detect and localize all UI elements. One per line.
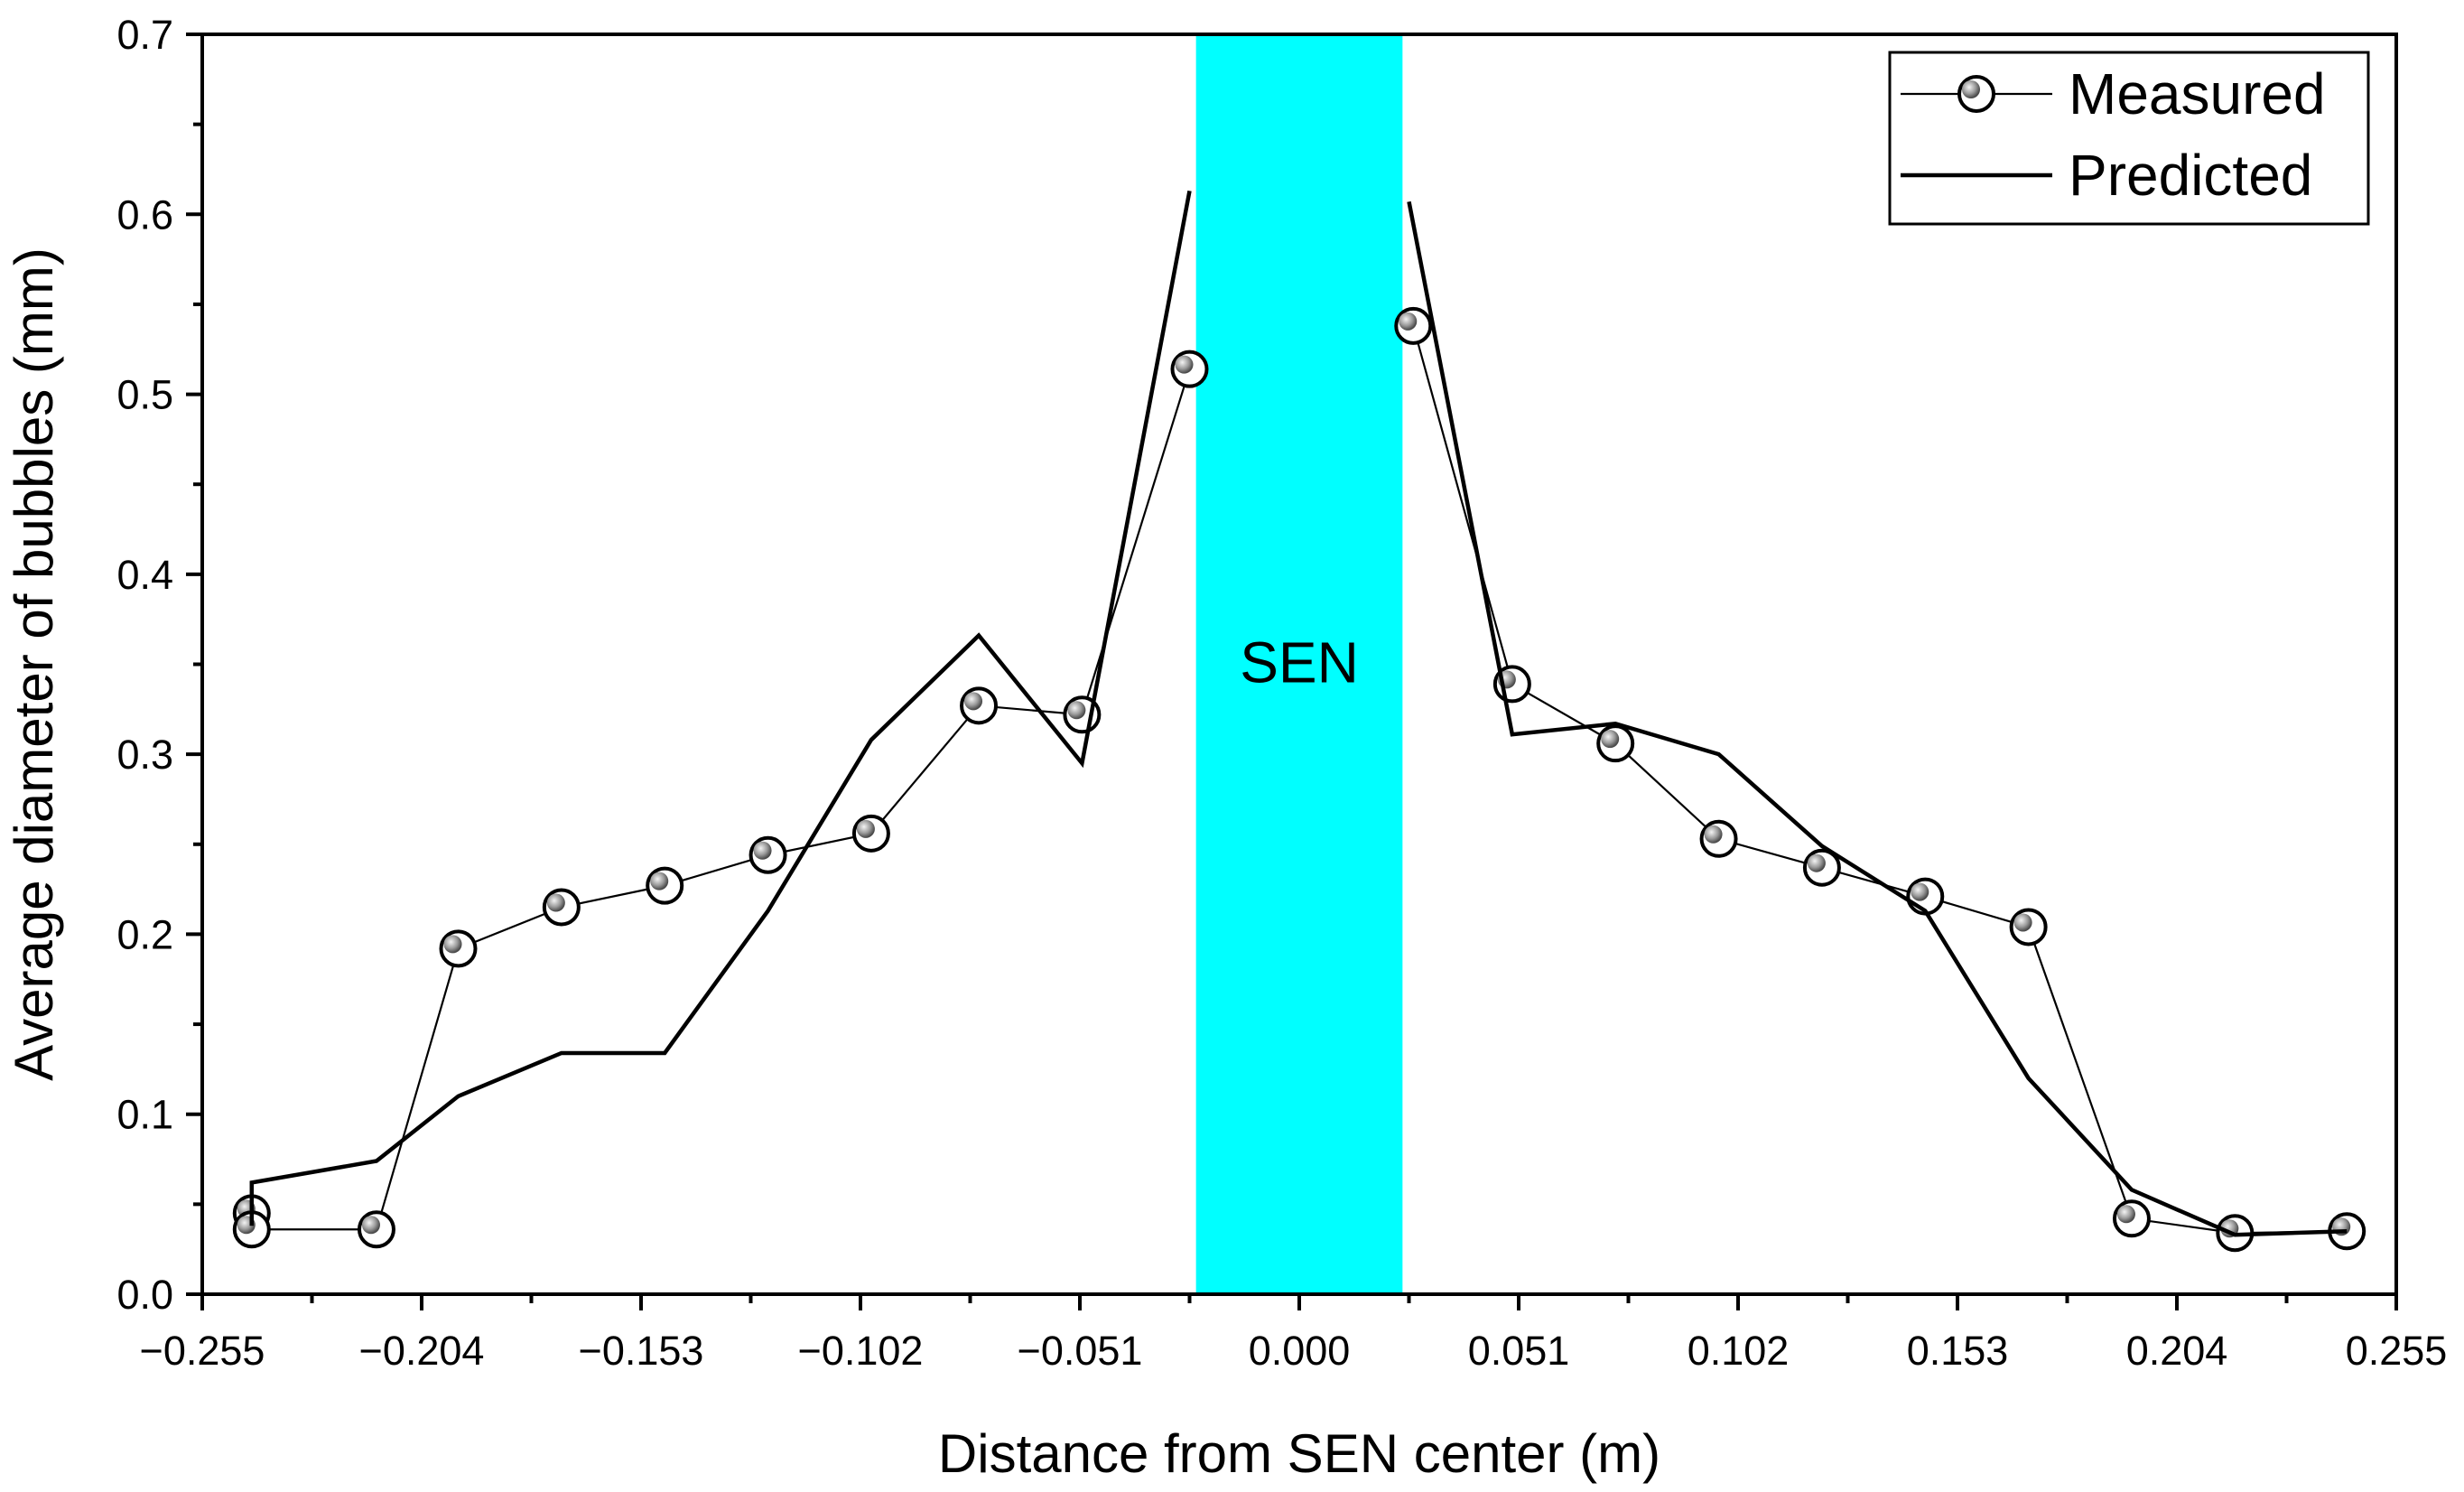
y-tick-label: 0.1 <box>116 1092 173 1138</box>
data-point <box>542 888 581 927</box>
marker-ball <box>650 872 669 891</box>
y-tick-label: 0.7 <box>116 12 173 58</box>
y-tick-label: 0.0 <box>116 1272 173 1318</box>
marker-ball <box>443 935 462 954</box>
marker-ball <box>1175 355 1194 374</box>
marker-ball <box>1962 80 1980 98</box>
sen-region-label: SEN <box>1240 629 1359 695</box>
marker-ball <box>1399 312 1418 331</box>
series-line <box>1412 325 2348 1235</box>
data-point <box>960 686 999 725</box>
data-point <box>646 866 684 905</box>
y-axis-title: Average diameter of bubbles (mm) <box>4 247 64 1081</box>
marker-ball <box>1704 825 1723 844</box>
x-tick-label: −0.153 <box>579 1328 704 1374</box>
y-tick-label: 0.6 <box>116 191 173 238</box>
x-tick-label: −0.102 <box>798 1328 924 1374</box>
x-tick-label: 0.204 <box>2126 1328 2228 1374</box>
legend: Measured Predicted <box>1888 51 2370 226</box>
legend-entry-predicted: Predicted <box>1901 143 2312 208</box>
data-point <box>357 1210 395 1249</box>
marker-ball <box>856 819 875 838</box>
data-point <box>2112 1199 2151 1238</box>
series-line <box>1407 200 2348 1237</box>
marker-ball <box>1067 701 1086 720</box>
data-point <box>1699 819 1738 858</box>
series-layer <box>232 190 2366 1253</box>
marker-ball <box>1601 730 1620 749</box>
data-point <box>1802 848 1841 887</box>
marker-ball <box>546 893 565 912</box>
x-tick-label: 0.000 <box>1249 1328 1351 1374</box>
y-tick-label: 0.5 <box>116 372 173 418</box>
shaded-region-layer: SEN <box>1195 34 1403 1294</box>
marker-ball <box>361 1216 380 1235</box>
data-point <box>1170 350 1209 388</box>
marker-ball <box>2116 1205 2135 1224</box>
x-tick-label: 0.102 <box>1688 1328 1790 1374</box>
data-point <box>1596 724 1635 763</box>
marker-ball <box>964 692 983 711</box>
marker-ball <box>1807 853 1826 872</box>
x-tick-label: −0.051 <box>1018 1328 1143 1374</box>
series-predicted <box>249 190 2348 1237</box>
marker-ball <box>753 841 772 860</box>
x-tick-label: 0.051 <box>1468 1328 1570 1374</box>
series-line <box>249 190 1192 1226</box>
y-tick-label: 0.4 <box>116 552 173 598</box>
axes-layer: −0.255 −0.204 −0.153 −0.102 −0.051 0.000 0.051… <box>116 12 2447 1374</box>
x-tick-label: −0.255 <box>140 1328 265 1374</box>
marker-ball <box>2013 913 2032 932</box>
y-tick-label: 0.3 <box>116 732 173 778</box>
legend-marker <box>1957 75 1995 113</box>
y-tick-label: 0.2 <box>116 911 173 957</box>
data-point <box>748 835 787 874</box>
x-tick-label: 0.255 <box>2346 1328 2448 1374</box>
data-point <box>439 929 478 968</box>
legend-entry-measured: Measured <box>1901 61 2326 126</box>
data-point <box>2009 908 2048 946</box>
marker-ball <box>1911 882 1929 901</box>
legend-label: Measured <box>2069 61 2326 126</box>
data-point <box>851 814 890 853</box>
data-point <box>1394 306 1433 345</box>
x-tick-label: 0.153 <box>1907 1328 2009 1374</box>
legend-label: Predicted <box>2069 143 2312 208</box>
sen-region <box>1195 34 1403 1294</box>
x-axis-title: Distance from SEN center (m) <box>938 1423 1660 1484</box>
x-tick-label: −0.204 <box>359 1328 485 1374</box>
